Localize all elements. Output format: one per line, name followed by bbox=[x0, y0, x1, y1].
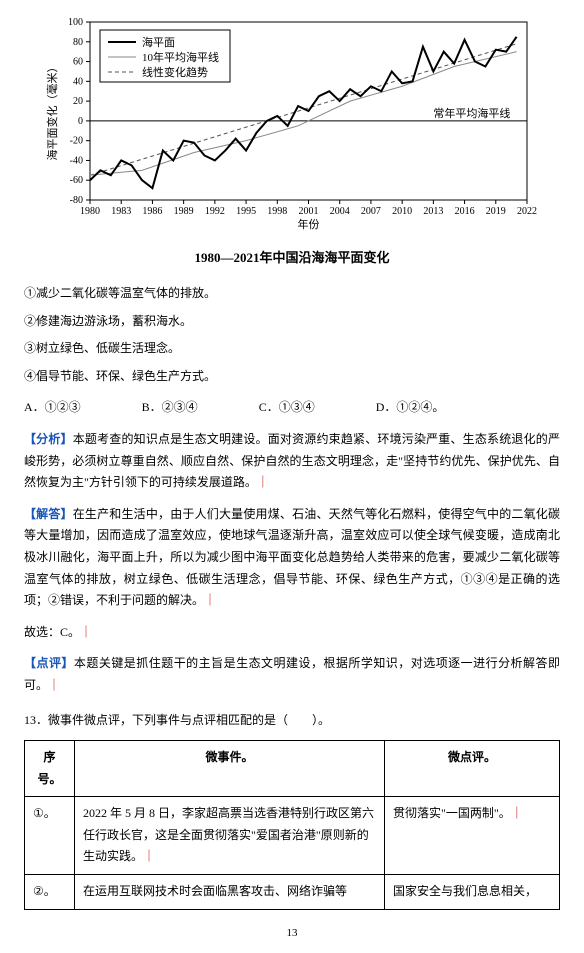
svg-text:-60: -60 bbox=[70, 175, 83, 186]
svg-text:40: 40 bbox=[73, 76, 83, 87]
svg-text:-20: -20 bbox=[70, 136, 83, 147]
cell-comment: 国家安全与我们息息相关， bbox=[385, 875, 560, 910]
dianping-tag: 【点评】 bbox=[24, 656, 74, 670]
choice-row: A．①②③ B．②③④ C．①③④ D．①②④。 bbox=[24, 397, 560, 419]
cursor-icon: ｜ bbox=[48, 678, 60, 692]
svg-text:2010: 2010 bbox=[392, 206, 412, 217]
cursor-icon: ｜ bbox=[257, 475, 269, 489]
cell-event: 2022 年 5 月 8 日，李家超高票当选香港特别行政区第六任行政长官，这是全… bbox=[75, 797, 385, 875]
choice-c: C．①③④ bbox=[259, 397, 315, 419]
svg-text:年份: 年份 bbox=[298, 217, 320, 230]
svg-text:10年平均海平线: 10年平均海平线 bbox=[142, 50, 219, 64]
dianping-block: 【点评】本题关键是抓住题干的主旨是生态文明建设，根据所学知识，对选项逐一进行分析… bbox=[24, 653, 560, 696]
svg-text:常年平均海平线: 常年平均海平线 bbox=[433, 106, 510, 120]
table-row: ②。 在运用互联网技术时会面临黑客攻击、网络诈骗等 国家安全与我们息息相关， bbox=[25, 875, 560, 910]
choice-d: D．①②④。 bbox=[376, 397, 445, 419]
svg-text:100: 100 bbox=[68, 17, 83, 28]
q13-table: 序号。 微事件。 微点评。 ①。 2022 年 5 月 8 日，李家超高票当选香… bbox=[24, 740, 560, 910]
svg-text:2016: 2016 bbox=[455, 206, 475, 217]
fenxi-tag: 【分析】 bbox=[24, 432, 73, 446]
statement-3: ③树立绿色、低碳生活理念。 bbox=[24, 338, 560, 360]
statement-2: ②修建海边游泳场，蓄积海水。 bbox=[24, 311, 560, 333]
svg-text:海平面: 海平面 bbox=[142, 35, 175, 49]
th-comment: 微点评。 bbox=[385, 741, 560, 797]
svg-text:60: 60 bbox=[73, 57, 83, 68]
svg-text:80: 80 bbox=[73, 37, 83, 48]
table-row: 序号。 微事件。 微点评。 bbox=[25, 741, 560, 797]
sea-level-chart: -80 -60 -40 -20 0 20 40 60 80 100 1980 1983 1986 1989… bbox=[24, 10, 560, 238]
chart-svg: -80 -60 -40 -20 0 20 40 60 80 100 1980 1983 1986 1989… bbox=[42, 10, 542, 230]
cursor-icon: ｜ bbox=[204, 593, 216, 607]
th-no: 序号。 bbox=[25, 741, 75, 797]
statement-1: ①减少二氧化碳等温室气体的排放。 bbox=[24, 283, 560, 305]
page-number: 13 bbox=[24, 924, 560, 944]
svg-text:线性变化趋势: 线性变化趋势 bbox=[142, 65, 208, 79]
svg-text:2004: 2004 bbox=[330, 206, 350, 217]
jieda-text: 在生产和生活中，由于人们大量使用煤、石油、天然气等化石燃料，使得空气中的二氧化碳… bbox=[24, 507, 560, 607]
fenxi-text: 本题考查的知识点是生态文明建设。面对资源约束趋紧、环境污染严重、生态系统退化的严… bbox=[24, 432, 560, 489]
svg-text:20: 20 bbox=[73, 96, 83, 107]
svg-text:2013: 2013 bbox=[423, 206, 443, 217]
chart-caption: 1980—2021年中国沿海海平面变化 bbox=[24, 246, 560, 269]
svg-text:1980: 1980 bbox=[80, 206, 100, 217]
choice-a: A．①②③ bbox=[24, 397, 81, 419]
table-row: ①。 2022 年 5 月 8 日，李家超高票当选香港特别行政区第六任行政长官，… bbox=[25, 797, 560, 875]
analysis-block: 【分析】本题考查的知识点是生态文明建设。面对资源约束趋紧、环境污染严重、生态系统… bbox=[24, 429, 560, 494]
q13-stem: 13．微事件微点评，下列事件与点评相匹配的是（ ）。 bbox=[24, 710, 560, 732]
svg-text:2022: 2022 bbox=[517, 206, 537, 217]
cell-no: ②。 bbox=[25, 875, 75, 910]
cell-no: ①。 bbox=[25, 797, 75, 875]
svg-text:-80: -80 bbox=[70, 195, 83, 206]
dianping-text: 本题关键是抓住题干的主旨是生态文明建设，根据所学知识，对选项逐一进行分析解答即可… bbox=[24, 656, 560, 692]
svg-text:海平面变化（毫米）: 海平面变化（毫米） bbox=[45, 62, 59, 161]
jieda-tag: 【解答】 bbox=[24, 507, 73, 521]
svg-text:2019: 2019 bbox=[486, 206, 506, 217]
svg-text:1986: 1986 bbox=[142, 206, 162, 217]
conclusion-line: 故选：C。｜ bbox=[24, 622, 560, 644]
svg-text:1995: 1995 bbox=[236, 206, 256, 217]
svg-text:1992: 1992 bbox=[205, 206, 225, 217]
svg-text:2007: 2007 bbox=[361, 206, 381, 217]
cursor-icon: ｜ bbox=[80, 625, 92, 639]
choice-b: B．②③④ bbox=[142, 397, 198, 419]
svg-text:1989: 1989 bbox=[174, 206, 194, 217]
gu-text: 故选：C。 bbox=[24, 625, 80, 639]
svg-text:2001: 2001 bbox=[299, 206, 319, 217]
svg-text:0: 0 bbox=[78, 116, 83, 127]
th-event: 微事件。 bbox=[75, 741, 385, 797]
statement-4: ④倡导节能、环保、绿色生产方式。 bbox=[24, 366, 560, 388]
svg-text:1983: 1983 bbox=[111, 206, 131, 217]
cell-comment: 贯彻落实"一国两制"。｜ bbox=[385, 797, 560, 875]
cell-event: 在运用互联网技术时会面临黑客攻击、网络诈骗等 bbox=[75, 875, 385, 910]
jieda-block: 【解答】在生产和生活中，由于人们大量使用煤、石油、天然气等化石燃料，使得空气中的… bbox=[24, 504, 560, 612]
svg-text:-40: -40 bbox=[70, 155, 83, 166]
svg-text:1998: 1998 bbox=[267, 206, 287, 217]
